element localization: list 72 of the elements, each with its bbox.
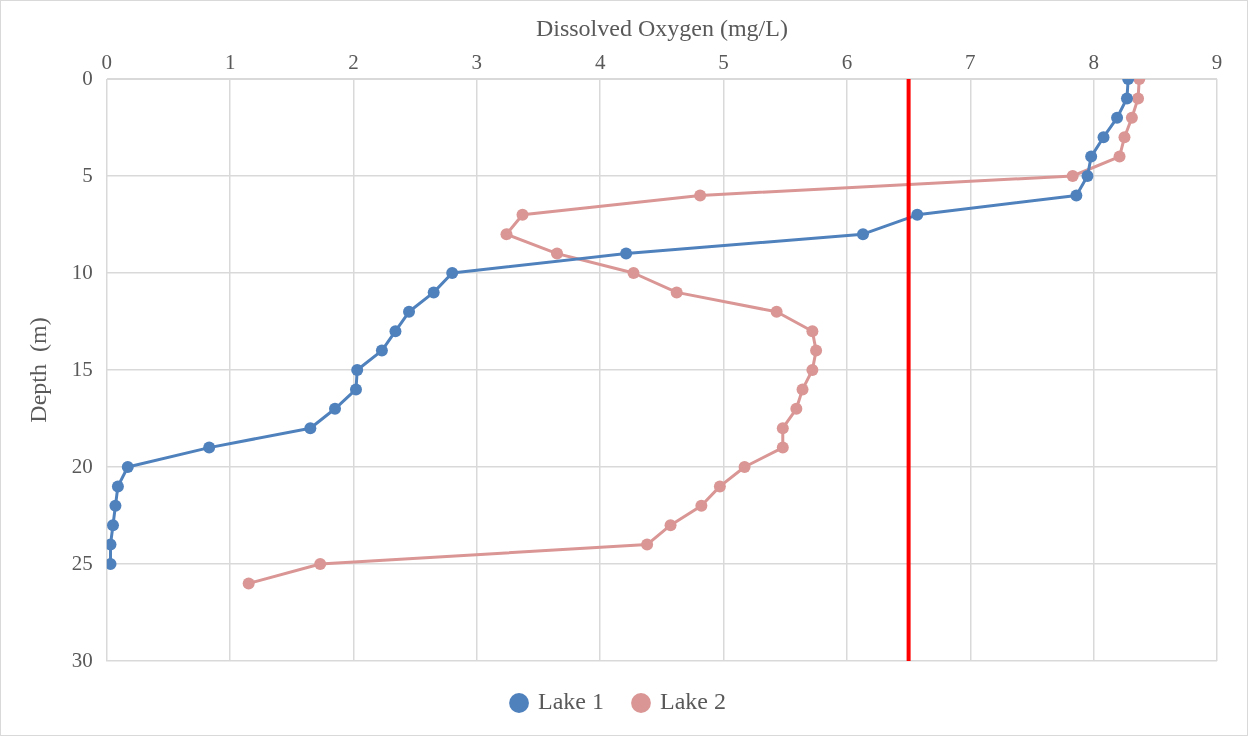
point: [203, 441, 216, 454]
point: [1125, 111, 1138, 124]
point: [1132, 92, 1145, 105]
x-tick-label: 1: [224, 49, 236, 74]
point: [1111, 111, 1124, 124]
x-tick-label: 3: [471, 49, 483, 74]
legend-label: Lake 2: [660, 688, 726, 715]
point: [551, 247, 564, 260]
point: [641, 538, 654, 551]
point: [806, 325, 819, 338]
point: [446, 267, 459, 279]
x-tick-label: 6: [841, 49, 853, 74]
point: [790, 402, 803, 415]
x-tick-label: 2: [348, 49, 359, 74]
point: [627, 267, 640, 279]
point: [770, 305, 783, 318]
x-tick-label: 8: [1088, 49, 1099, 74]
point: [349, 383, 362, 396]
x-axis-title: Dissolved Oxygen (mg/L): [535, 14, 788, 41]
point: [106, 538, 117, 551]
point: [242, 577, 255, 590]
point: [911, 208, 924, 221]
point: [670, 286, 683, 299]
point: [1097, 131, 1110, 144]
point: [106, 519, 119, 532]
point: [389, 325, 402, 338]
point: [1066, 170, 1079, 182]
y-tick-label: 15: [71, 356, 93, 381]
point: [500, 228, 513, 241]
point: [314, 558, 327, 570]
point: [304, 422, 317, 435]
point: [713, 480, 726, 493]
x-tick-label: 9: [1211, 49, 1223, 74]
point: [1118, 131, 1131, 144]
y-tick-label: 5: [82, 162, 93, 187]
point: [806, 364, 819, 376]
point: [856, 228, 869, 241]
point: [1120, 92, 1133, 105]
point: [1085, 150, 1098, 163]
point: [620, 247, 633, 260]
point: [375, 344, 388, 357]
x-tick-label: 0: [101, 49, 113, 74]
point: [1070, 189, 1083, 202]
point: [810, 344, 823, 357]
y-tick-label: 0: [82, 65, 93, 90]
point: [516, 208, 529, 221]
point: [776, 441, 789, 454]
point: [109, 499, 122, 512]
point: [106, 558, 117, 570]
y-tick-label: 25: [71, 550, 93, 575]
y-tick-label: 10: [71, 259, 93, 284]
point: [403, 305, 416, 318]
point: [1081, 170, 1094, 182]
x-tick-label: 4: [594, 49, 606, 74]
point: [111, 480, 124, 493]
x-tick-label: 7: [965, 49, 976, 74]
y-axis-title: Depth (m): [24, 317, 51, 423]
point: [351, 364, 364, 376]
point: [121, 461, 134, 473]
point: [776, 422, 789, 435]
legend-label: Lake 1: [538, 688, 604, 715]
y-tick-label: 30: [71, 647, 93, 672]
point: [664, 519, 677, 532]
x-tick-label: 5: [718, 49, 729, 74]
point: [694, 189, 707, 202]
point: [695, 499, 708, 512]
y-tick-label: 20: [71, 453, 93, 478]
point: [427, 286, 440, 299]
point: [738, 461, 751, 473]
point: [329, 402, 342, 415]
point: [1113, 150, 1126, 163]
point: [796, 383, 809, 396]
